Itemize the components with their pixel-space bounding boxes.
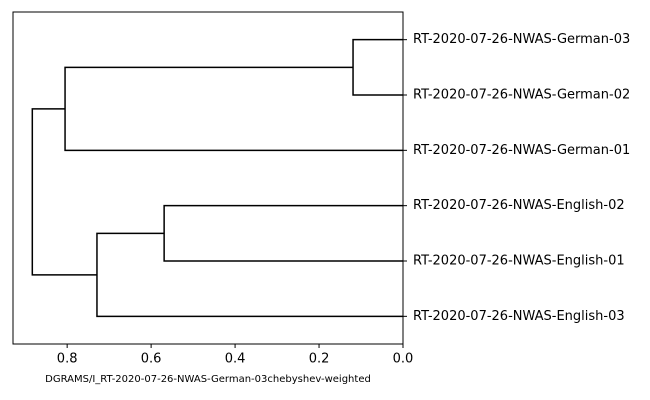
leaf-label: RT-2020-07-26-NWAS-English-02 (413, 198, 625, 213)
dendrogram-link (163, 204, 403, 262)
dendrogram-link (64, 66, 403, 152)
leaf-label: RT-2020-07-26-NWAS-English-03 (413, 309, 625, 324)
x-tick-label: 0.6 (141, 352, 162, 367)
dendrogram-link (96, 232, 403, 318)
leaf-label: RT-2020-07-26-NWAS-German-01 (413, 143, 630, 158)
plot-frame (12, 11, 404, 345)
x-tick-label: 0.2 (309, 352, 330, 367)
x-tick-label: 0.8 (57, 352, 78, 367)
dendrogram-link (31, 108, 97, 276)
x-axis-label: DGRAMS/I_RT-2020-07-26-NWAS-German-03che… (45, 374, 371, 385)
leaf-label: RT-2020-07-26-NWAS-German-02 (413, 88, 630, 103)
dendrogram-link (352, 38, 403, 96)
x-tick-label: 0.0 (393, 352, 414, 367)
leaf-label: RT-2020-07-26-NWAS-German-03 (413, 32, 630, 47)
x-tick-label: 0.4 (225, 352, 246, 367)
leaf-label: RT-2020-07-26-NWAS-English-01 (413, 254, 625, 269)
